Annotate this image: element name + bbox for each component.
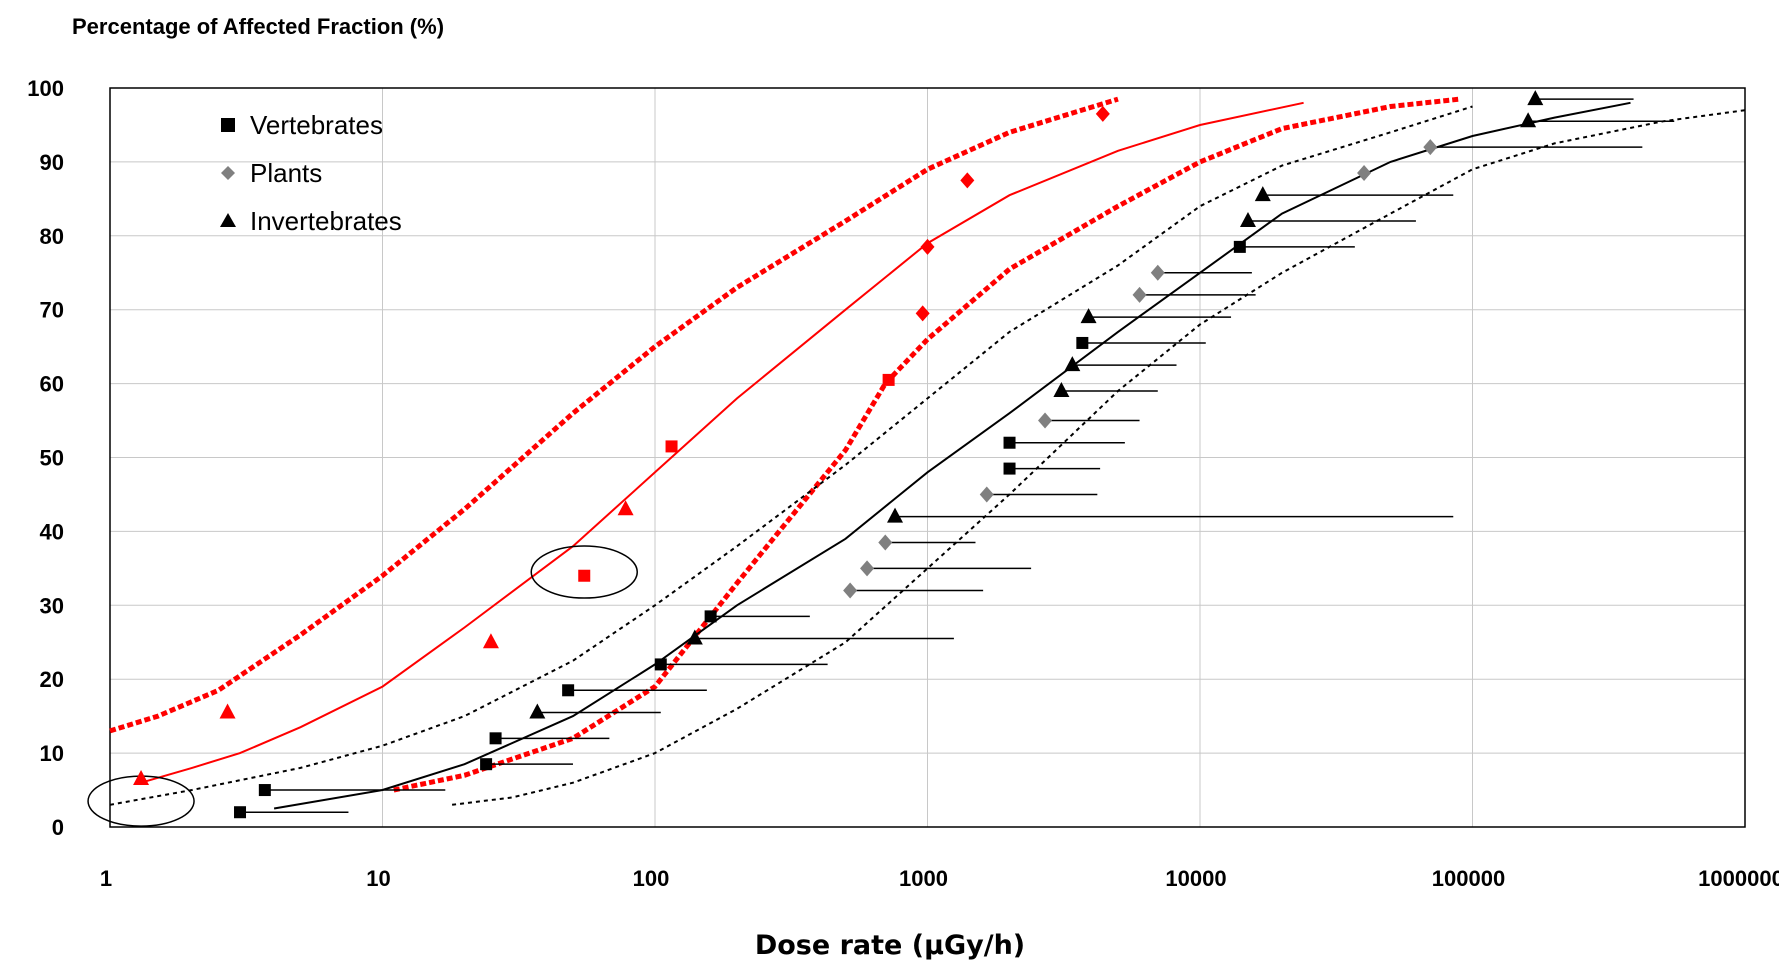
y-tick-label: 80: [40, 224, 64, 249]
legend-marker-square: [221, 118, 235, 132]
x-tick-label: 1: [100, 866, 112, 891]
point-red-square: [665, 440, 678, 453]
x-tick-label: 100000: [1432, 866, 1505, 891]
point-invertebrates: [686, 629, 703, 645]
plot-area: [109, 87, 1746, 828]
fit-curves: [109, 96, 1746, 810]
point-vertebrates: [562, 684, 575, 697]
y-tick-label: 20: [40, 667, 64, 692]
point-vertebrates: [234, 806, 247, 819]
point-invertebrates: [1527, 90, 1544, 106]
x-tick-label: 1000000: [1698, 866, 1779, 891]
legend-marker-triangle: [220, 213, 236, 227]
point-red-diamond: [920, 238, 935, 255]
point-vertebrates: [1233, 240, 1246, 253]
curve-red-solid: [140, 101, 1304, 784]
point-red-triangle: [133, 769, 150, 785]
highlight-ellipse: [530, 545, 638, 599]
point-vertebrates: [480, 758, 493, 771]
point-plants: [1132, 286, 1147, 303]
y-tick-label: 60: [40, 372, 64, 397]
legend-label-vertebrates: Vertebrates: [250, 110, 383, 140]
point-vertebrates: [258, 784, 271, 797]
point-plants: [1150, 264, 1165, 281]
point-vertebrates: [1003, 462, 1016, 475]
y-tick-label: 30: [40, 593, 64, 618]
data-points: [133, 90, 1675, 819]
point-invertebrates: [1053, 381, 1070, 397]
point-invertebrates: [1520, 112, 1537, 128]
grid: [109, 87, 1746, 828]
x-tick-label: 1000: [899, 866, 948, 891]
point-red-square: [882, 373, 895, 386]
point-plants: [1423, 139, 1438, 156]
point-plants: [979, 486, 994, 503]
y-tick-label: 0: [52, 815, 64, 840]
point-invertebrates: [529, 703, 546, 719]
curve-red-dashed: [393, 96, 1461, 793]
curve-black-dotted: [109, 105, 1473, 806]
point-vertebrates: [1076, 336, 1089, 349]
point-plants: [878, 534, 893, 551]
point-red-square: [578, 569, 591, 582]
y-tick-label: 10: [40, 741, 64, 766]
point-red-diamond: [1095, 105, 1110, 122]
point-red-diamond: [960, 172, 975, 189]
x-tick-label: 10: [366, 866, 390, 891]
y-tick-label: 90: [40, 150, 64, 175]
point-vertebrates: [489, 732, 502, 745]
point-invertebrates: [1239, 212, 1256, 228]
x-axis-label: Dose rate (µGy/h): [755, 930, 1025, 960]
point-invertebrates: [1080, 308, 1097, 324]
point-red-triangle: [482, 633, 499, 649]
y-tick-label: 70: [40, 298, 64, 323]
point-plants: [860, 560, 875, 577]
y-tick-label: 40: [40, 519, 64, 544]
y-tick-labels: 0 10 20 30 40 50 60 70 80 90 100: [27, 76, 64, 840]
curve-black-solid: [273, 101, 1631, 810]
curve-red-dashed: [109, 96, 1119, 734]
point-red-triangle: [617, 500, 634, 516]
point-plants: [843, 582, 858, 599]
y-tick-label: 50: [40, 446, 64, 471]
point-invertebrates: [1254, 186, 1271, 202]
point-red-triangle: [219, 703, 236, 719]
x-tick-label: 100: [633, 866, 670, 891]
legend-label-plants: Plants: [250, 158, 322, 188]
point-plants: [1038, 412, 1053, 429]
point-vertebrates: [654, 658, 667, 671]
legend: Vertebrates Plants Invertebrates: [220, 110, 402, 236]
y-tick-label: 100: [27, 76, 64, 101]
x-tick-label: 10000: [1165, 866, 1226, 891]
legend-marker-diamond: [221, 166, 235, 180]
point-plants: [1357, 164, 1372, 181]
chart-title: Percentage of Affected Fraction (%): [72, 14, 444, 39]
point-red-diamond: [915, 305, 930, 322]
point-vertebrates: [704, 610, 717, 623]
point-invertebrates: [887, 507, 904, 523]
point-invertebrates: [1064, 356, 1081, 372]
point-vertebrates: [1003, 436, 1016, 449]
legend-label-invertebrates: Invertebrates: [250, 206, 402, 236]
x-tick-labels: 1 10 100 1000 10000 100000 1000000: [100, 866, 1779, 891]
